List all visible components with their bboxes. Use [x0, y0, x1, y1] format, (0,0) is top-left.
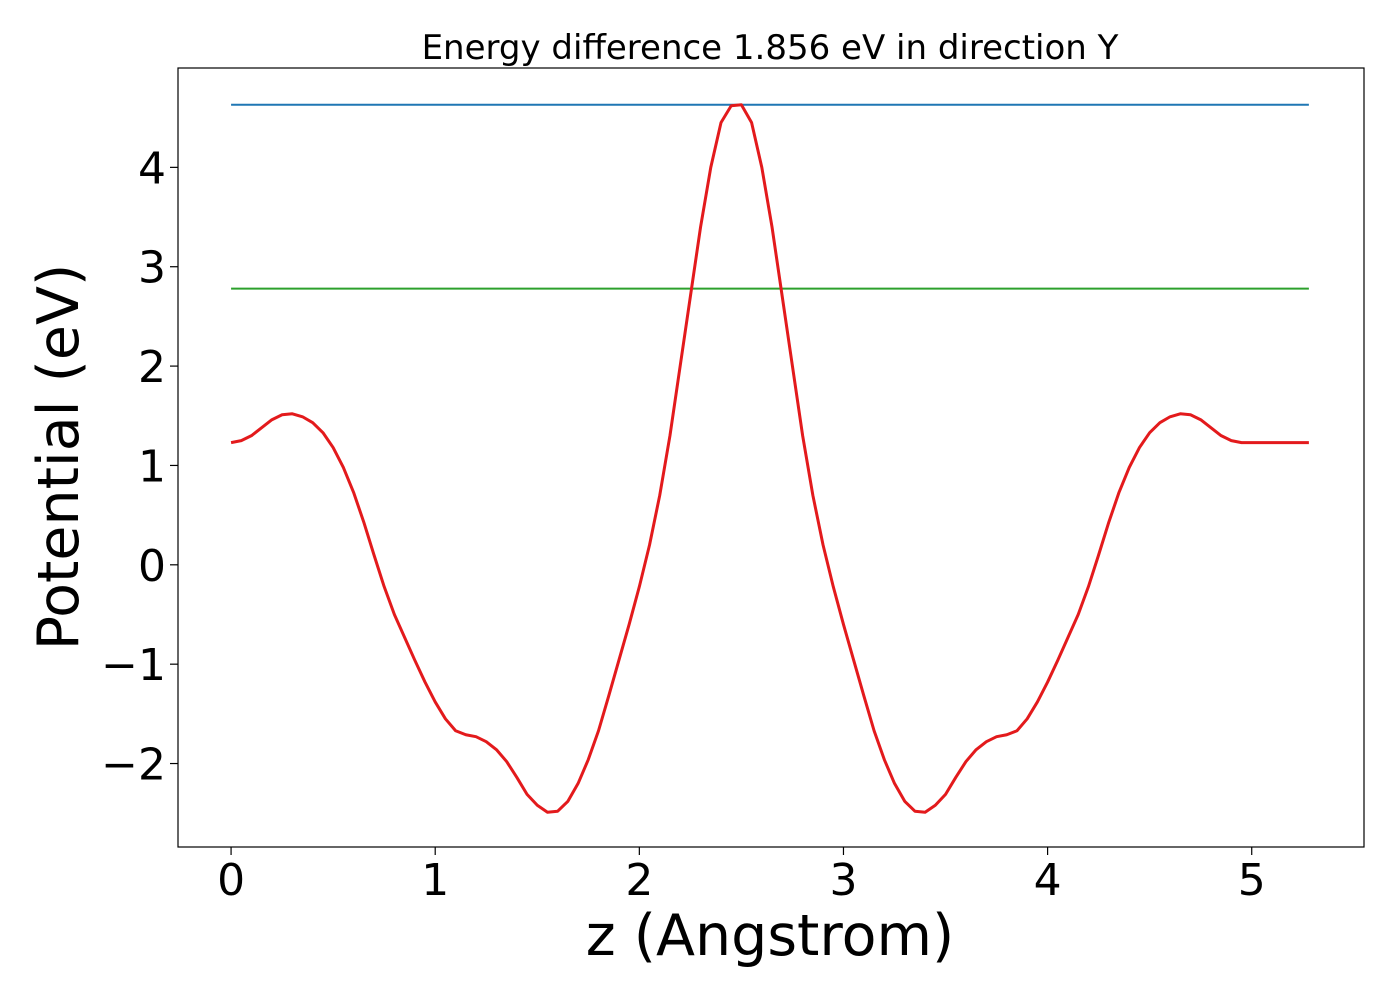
x-tick-label: 4 [1034, 855, 1062, 906]
y-tick-label: 1 [138, 441, 166, 492]
x-tick-label: 1 [421, 855, 449, 906]
x-tick-label: 2 [625, 855, 653, 906]
y-tick-label: 0 [138, 541, 166, 592]
y-axis-ticks: −2 −1 0 1 2 3 4 [101, 143, 178, 791]
potential-curve [230, 103, 1309, 814]
x-axis-label: z (Angstrom) [586, 903, 954, 969]
chart-title: Energy difference 1.856 eV in direction … [422, 28, 1119, 68]
plot-area [230, 103, 1309, 814]
y-tick-label: 3 [138, 243, 166, 294]
axes-frame [177, 67, 1365, 848]
x-axis-ticks: 0 1 2 3 4 5 [217, 847, 1266, 906]
y-tick-label: −1 [101, 640, 166, 691]
y-tick-label: 4 [138, 143, 166, 194]
y-axis-label: Potential (eV) [26, 264, 92, 650]
y-tick-label: −2 [101, 740, 166, 791]
x-tick-label: 5 [1238, 855, 1266, 906]
x-tick-label: 0 [217, 855, 245, 906]
y-tick-label: 2 [138, 342, 166, 393]
x-tick-label: 3 [829, 855, 857, 906]
